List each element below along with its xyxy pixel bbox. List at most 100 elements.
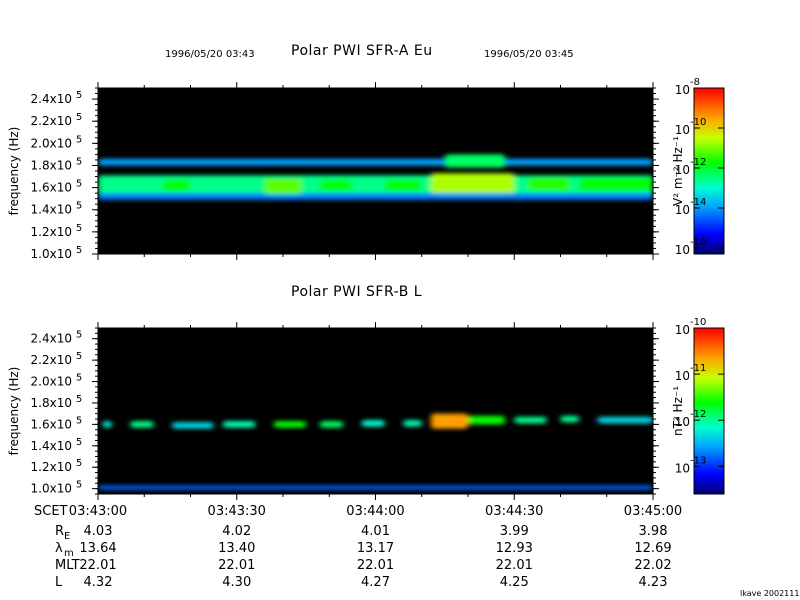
colorbar-tick-label: 10 xyxy=(675,323,690,337)
y-tick-exponent: 5 xyxy=(76,245,82,256)
y-tick-label: 1.0x10 xyxy=(31,482,72,496)
time-axis-label: SCET xyxy=(34,504,68,519)
colorbar-label: nT² Hz⁻¹ xyxy=(671,386,685,436)
emission-band xyxy=(431,173,515,194)
colorbar-tick-label: 10 xyxy=(675,203,690,217)
y-tick-label: 2.0x10 xyxy=(31,375,72,389)
colorbar-tick-exponent: -11 xyxy=(690,363,706,374)
colorbar-tick-label: 10 xyxy=(675,415,690,429)
credit-label: lkave 20021112 xyxy=(740,589,800,598)
emission-band xyxy=(468,415,505,425)
y-tick-label: 1.8x10 xyxy=(31,158,72,172)
y-tick-exponent: 5 xyxy=(76,458,82,469)
y-tick-label: 1.0x10 xyxy=(31,247,72,261)
colorbar-tick-exponent: -10 xyxy=(690,117,706,128)
y-tick-exponent: 5 xyxy=(76,112,82,123)
ephemeris-row-label: L xyxy=(55,575,63,590)
panel-a-title: Polar PWI SFR-A Eu xyxy=(291,43,433,59)
emission-band xyxy=(514,416,547,424)
ephemeris-value: 22.01 xyxy=(357,558,394,573)
panel-a: 1.0x10 5 1.2x10 5 1.4x10 5 1.6x10 5 1.8x10 5 2.0x1… xyxy=(7,77,725,261)
emission-band xyxy=(431,413,468,429)
colorbar-tick-exponent: -8 xyxy=(690,77,700,88)
ephemeris-value: 4.27 xyxy=(361,575,390,590)
ephemeris-row-subscript: m xyxy=(64,548,74,559)
y-tick-label: 1.4x10 xyxy=(31,439,72,453)
emission-band xyxy=(597,416,653,424)
y-tick-exponent: 5 xyxy=(76,90,82,101)
emission-band xyxy=(172,422,214,429)
y-tick-label: 1.4x10 xyxy=(31,203,72,217)
y-tick-exponent: 5 xyxy=(76,394,82,405)
colorbar-tick-label: 10 xyxy=(675,461,690,475)
ephemeris-value: 4.23 xyxy=(639,575,668,590)
y-tick-label: 2.4x10 xyxy=(31,332,72,346)
emission-band xyxy=(98,158,653,166)
colorbar-tick-label: 10 xyxy=(675,243,690,257)
colorbar-tick-exponent: -12 xyxy=(690,409,706,420)
time-tick-label: 03:45:00 xyxy=(624,504,682,519)
time-axis: SCET 03:43:00 03:43:30 03:44:00 03:44:30 03:4… xyxy=(34,504,682,519)
emission-band xyxy=(444,154,505,168)
ephemeris-value: 4.03 xyxy=(84,524,113,539)
y-tick-label: 2.2x10 xyxy=(31,353,72,367)
emission-band xyxy=(273,421,307,428)
colorbar-tick-exponent: -16 xyxy=(690,237,706,248)
emission-band xyxy=(528,177,570,191)
panel-b-title: Polar PWI SFR-B L xyxy=(291,284,422,300)
ephemeris-value: 13.64 xyxy=(79,541,116,556)
colorbar-tick-exponent: -10 xyxy=(690,317,706,328)
colorbar-tick-label: 10 xyxy=(675,83,690,97)
y-tick-exponent: 5 xyxy=(76,156,82,167)
y-tick-exponent: 5 xyxy=(76,330,82,341)
y-tick-exponent: 5 xyxy=(76,179,82,190)
colorbar-tick-exponent: -12 xyxy=(690,157,706,168)
plot-area xyxy=(98,88,653,254)
y-tick-label: 1.2x10 xyxy=(31,225,72,239)
ephemeris-value: 12.93 xyxy=(496,541,533,556)
ephemeris-value: 4.01 xyxy=(361,524,390,539)
ephemeris-table: R E 4.03 4.02 4.01 3.99 3.98 λ m 13.64 13.40 13.17 1… xyxy=(55,524,672,590)
ephemeris-value: 3.99 xyxy=(500,524,529,539)
emission-band xyxy=(130,421,154,428)
emission-band xyxy=(384,179,422,191)
time-tick-label: 03:43:00 xyxy=(69,504,127,519)
emission-band xyxy=(320,421,344,428)
plot-area xyxy=(98,328,653,494)
y-tick-label: 1.6x10 xyxy=(31,181,72,195)
emission-band xyxy=(579,177,653,191)
ephemeris-value: 4.32 xyxy=(84,575,113,590)
y-axis-label: frequency (Hz) xyxy=(7,367,21,456)
y-tick-exponent: 5 xyxy=(76,437,82,448)
header-end-time: 1996/05/20 03:45 xyxy=(484,49,574,60)
time-tick-label: 03:43:30 xyxy=(208,504,266,519)
emission-band xyxy=(264,178,302,195)
emission-band xyxy=(162,179,191,191)
colorbar-label: V² m⁻² Hz⁻¹ xyxy=(671,136,685,206)
panel-b: 1.0x10 5 1.2x10 5 1.4x10 5 1.6x10 5 1.8x10 5 2.0x1… xyxy=(7,317,725,500)
ephemeris-value: 4.30 xyxy=(222,575,251,590)
header-start-time: 1996/05/20 03:43 xyxy=(165,49,255,60)
y-tick-label: 1.8x10 xyxy=(31,396,72,410)
ephemeris-row-label: R xyxy=(55,524,64,539)
emission-band xyxy=(361,420,385,427)
ephemeris-value: 4.25 xyxy=(500,575,529,590)
ephemeris-value: 3.98 xyxy=(639,524,668,539)
colorbar-tick-exponent: -14 xyxy=(690,197,706,208)
emission-layer xyxy=(98,413,653,490)
ephemeris-value: 13.40 xyxy=(218,541,255,556)
y-tick-exponent: 5 xyxy=(76,351,82,362)
ephemeris-row-label: MLT xyxy=(55,558,80,573)
y-tick-exponent: 5 xyxy=(76,373,82,384)
y-tick-label: 1.6x10 xyxy=(31,417,72,431)
y-tick-label: 2.0x10 xyxy=(31,136,72,150)
emission-band xyxy=(560,415,579,423)
emission-band xyxy=(320,179,353,191)
ephemeris-row-label: λ xyxy=(55,541,63,556)
y-tick-label: 2.2x10 xyxy=(31,114,72,128)
colorbar-tick-label: 10 xyxy=(675,163,690,177)
emission-band xyxy=(98,193,653,200)
time-tick-label: 03:44:00 xyxy=(346,504,404,519)
emission-band xyxy=(102,421,112,428)
